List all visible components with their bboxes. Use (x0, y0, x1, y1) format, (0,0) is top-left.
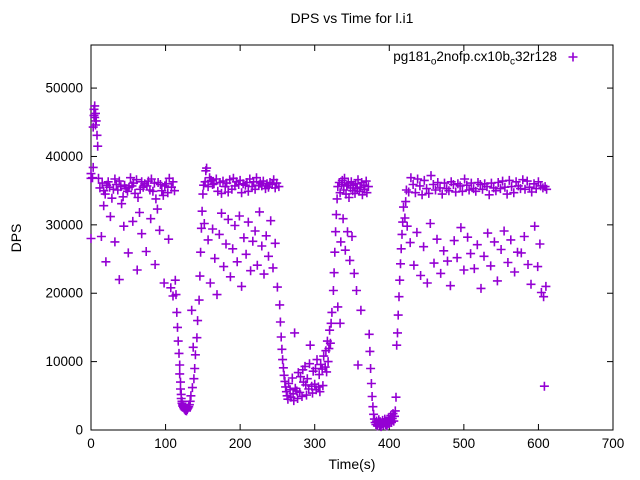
y-tick-label: 40000 (45, 149, 83, 164)
data-points (86, 101, 552, 432)
legend-marker-icon (568, 52, 578, 62)
x-tick-label: 100 (154, 436, 177, 451)
x-tick-label: 400 (378, 436, 401, 451)
y-tick-label: 0 (75, 423, 83, 438)
y-axis-label: DPS (8, 223, 24, 253)
legend-label: pg181o2nofp.cx10bc32r128 (393, 49, 557, 68)
x-tick-label: 300 (303, 436, 326, 451)
x-tick-label: 700 (602, 436, 625, 451)
y-tick-label: 30000 (45, 217, 83, 232)
legend-entry: pg181o2nofp.cx10bc32r128 (393, 49, 557, 68)
x-tick-label: 600 (527, 436, 550, 451)
y-tick-label: 10000 (45, 354, 83, 369)
y-tick-label: 50000 (45, 81, 83, 96)
x-tick-label: 200 (229, 436, 252, 451)
chart-title: DPS vs Time for l.i1 (290, 10, 414, 26)
x-tick-label: 500 (453, 436, 476, 451)
x-axis-label: Time(s) (328, 456, 376, 472)
x-tick-label: 0 (87, 436, 95, 451)
y-tick-label: 20000 (45, 286, 83, 301)
